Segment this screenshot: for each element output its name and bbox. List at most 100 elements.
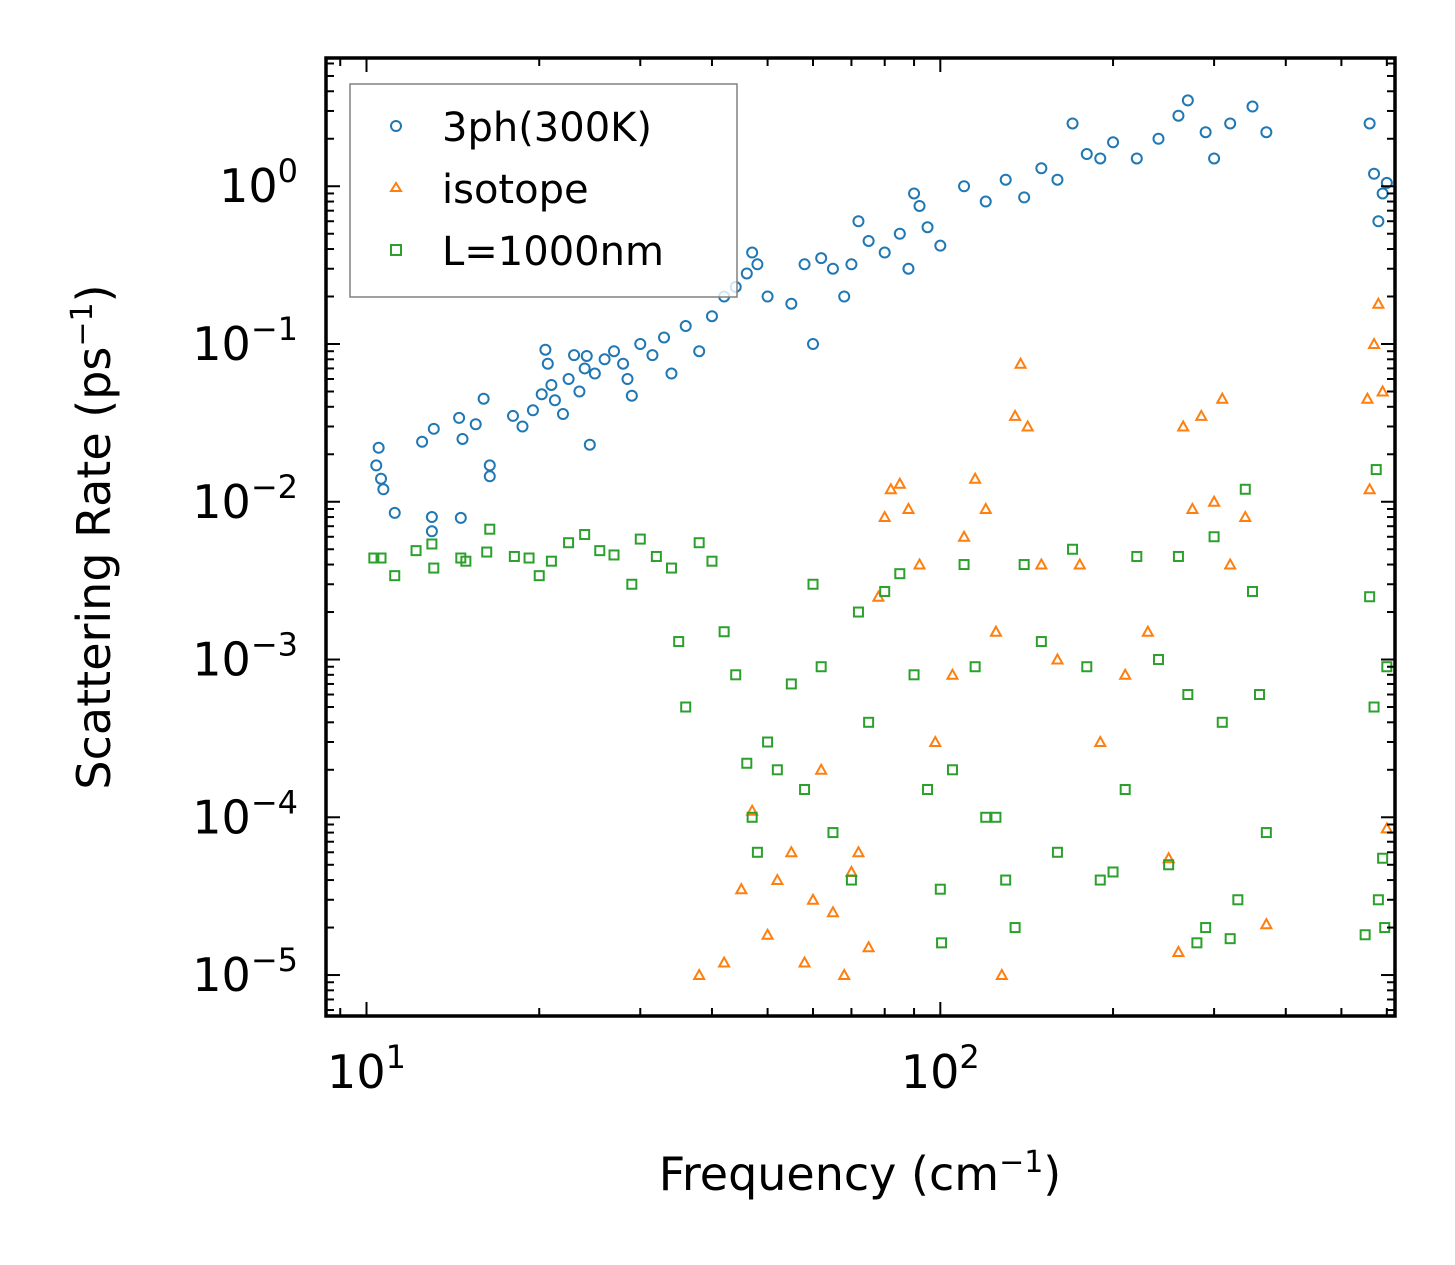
data-point-triangle [826,905,840,918]
data-point-circle [545,378,558,391]
data-point-square [428,562,440,574]
data-point-square [852,606,864,618]
data-point-circle [372,441,385,454]
y-tick-label: 10−2 [192,468,298,529]
data-point-square [608,549,620,561]
data-point-triangle [1050,652,1065,665]
data-point-square [665,562,677,574]
data-point-square [1000,874,1012,886]
data-point-square [1224,933,1236,945]
data-point-triangle [979,501,993,514]
data-point-circle [1208,152,1221,165]
data-point-circle [862,234,875,247]
data-point-triangle [893,476,907,489]
x-axis-label: Frequency (cm−1) [659,1145,1062,1201]
data-point-square [410,545,422,557]
data-point-circle [598,353,611,366]
data-point-circle [1080,148,1093,161]
data-point-circle [1224,117,1237,130]
data-point-triangle [1034,557,1049,570]
data-point-square [1081,661,1093,673]
data-point-square [762,736,774,748]
data-point-triangle [770,873,785,886]
data-point-triangle [878,509,892,523]
data-point-square [634,533,646,545]
data-point-triangle [945,667,960,680]
data-point-triangle [734,882,749,895]
data-point-circle [815,252,828,265]
data-point-square [484,523,496,535]
data-point-circle [979,195,992,208]
data-point-circle [580,349,593,362]
data-point-circle [370,459,383,472]
data-point-circle [761,290,774,303]
data-point-triangle [814,762,828,775]
data-point-triangle [784,845,799,858]
data-point-circle [425,511,438,524]
data-point-circle [826,262,839,275]
data-point-circle [377,483,390,496]
data-point-circle [621,373,634,386]
data-point-circle [893,227,906,240]
data-point-square [680,701,692,713]
data-point-square [706,555,718,567]
data-point-square [1163,859,1175,871]
data-point-circle [852,215,865,228]
data-point-square [1009,922,1021,934]
data-point-square [815,661,827,673]
data-point-circle [556,408,569,421]
data-point-square [375,552,387,564]
data-point-circle [456,432,469,445]
data-point-circle [785,297,798,310]
data-point-triangle [995,967,1009,981]
data-point-circle [1368,167,1381,180]
data-point-square [1035,636,1047,648]
data-point-circle [1380,176,1393,189]
data-point-circle [1107,136,1120,149]
data-point-circle [1152,132,1165,145]
data-point-square [845,874,857,886]
data-point-square [594,545,606,557]
data-point-circle [807,338,820,351]
data-point-triangle [1362,482,1377,495]
data-point-circle [1018,191,1031,204]
data-point-square [1051,846,1063,858]
data-point-circle [1172,109,1185,122]
y-tick-label: 10−1 [192,310,298,371]
data-point-square [1152,654,1164,666]
y-axis-label-main: Scattering Rate (ps [67,347,121,790]
data-point-circle [958,180,971,193]
data-point-square [751,846,763,858]
data-point-triangle [1375,384,1390,397]
y-tick-label: 10−5 [192,941,298,1002]
data-point-square [1368,701,1380,713]
data-point-triangle [760,927,775,940]
data-point-square [908,669,920,681]
data-point-triangle [1238,509,1252,523]
data-point-triangle [1207,494,1221,507]
data-point-circle [999,173,1012,186]
data-point-square [426,538,438,550]
data-point-circle [608,345,621,358]
data-point-triangle [968,471,982,484]
data-point-triangle [989,624,1003,637]
plot-frame [324,56,1397,1018]
legend-marker-3ph [390,120,402,132]
data-point-circle [1181,94,1194,107]
data-point-square [1232,894,1244,906]
data-point-square [1119,784,1131,796]
data-point-square [523,552,535,564]
data-point-circle [562,373,575,386]
data-point-square [693,537,705,549]
data-point-circle [583,438,596,451]
data-point-square [626,578,638,590]
data-point-square [946,764,958,776]
data-point-square [922,784,934,796]
data-point-square [1377,852,1389,864]
data-point-triangle [692,967,706,981]
data-point-circle [845,258,858,271]
data-point-square [990,811,1002,823]
data-point-circle [751,258,764,271]
x-tick-label: 102 [901,1038,980,1099]
